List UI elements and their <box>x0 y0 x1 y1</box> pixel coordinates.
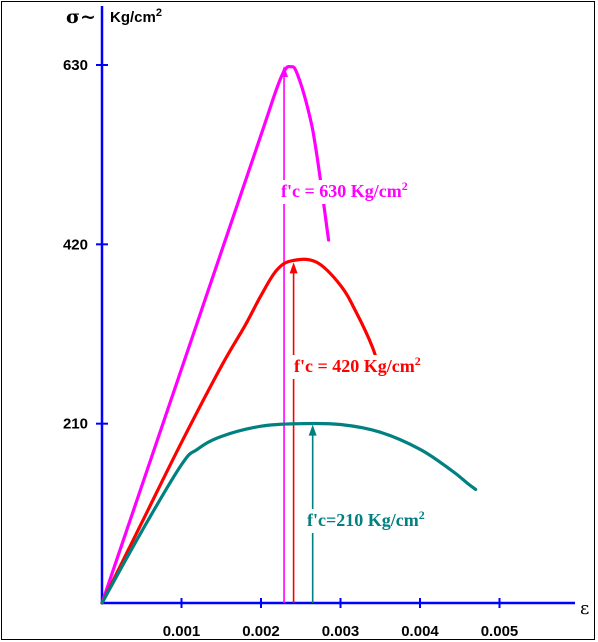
x-tick-label: 0.005 <box>481 623 519 640</box>
x-tick-label: 0.001 <box>163 623 201 640</box>
peak-arrowhead-fc420 <box>289 262 298 274</box>
x-tick-label: 0.002 <box>242 623 280 640</box>
label-bg-fc420 <box>292 355 512 379</box>
y-tick-label: 420 <box>63 236 88 253</box>
label-bg-fc210 <box>305 509 505 533</box>
x-tick-label: 0.004 <box>401 623 439 640</box>
peak-arrowhead-fc630 <box>280 66 289 77</box>
x-axis-symbol: ε <box>580 598 589 619</box>
series-line-fc210 <box>100 421 478 605</box>
y-axis-unit: Kg/cm2 <box>110 7 162 26</box>
series-label-fc630: f'c = 630 Kg/cm2 <box>281 179 408 201</box>
y-axis-symbol: σ~ <box>66 6 96 28</box>
y-tick-label: 210 <box>63 416 88 433</box>
peak-arrowhead-fc210 <box>308 424 317 436</box>
x-tick-label: 0.003 <box>322 623 360 640</box>
label-bg-fc630 <box>279 180 499 204</box>
series-label-fc420: f'c = 420 Kg/cm2 <box>294 354 421 376</box>
series-label-fc210: f'c=210 Kg/cm2 <box>307 508 425 530</box>
series-line-fc420 <box>100 257 382 605</box>
y-tick-label: 630 <box>63 57 88 74</box>
series-line-fc630 <box>100 64 331 605</box>
